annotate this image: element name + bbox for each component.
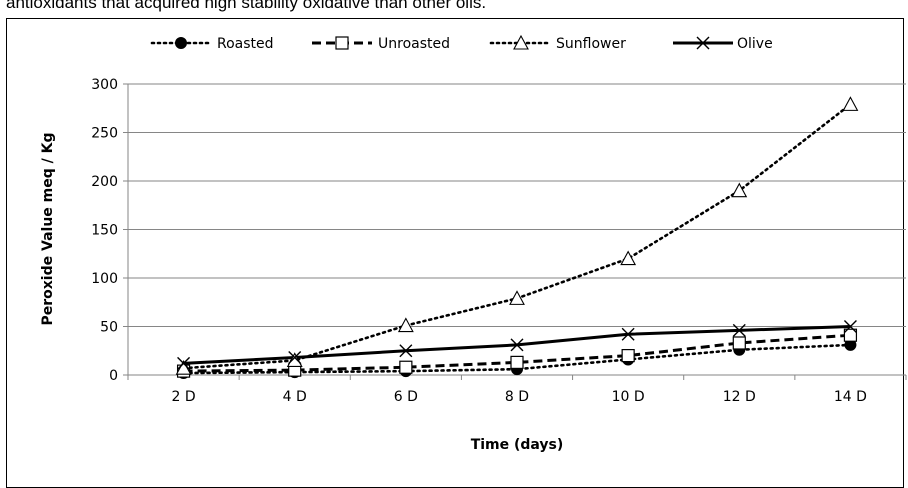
- x-tick-label: 6 D: [394, 389, 418, 405]
- legend-marker: [335, 36, 349, 50]
- data-point-olive: [177, 356, 191, 370]
- data-point-sunflower: [731, 182, 748, 198]
- legend: Roasted Unroasted Sunflower Olive: [150, 34, 773, 52]
- legend-label: Olive: [737, 36, 773, 52]
- x-tick-labels: 2 D 4 D 6 D 8 D 10 D 12 D 14 D: [172, 389, 867, 405]
- legend-item-olive: Olive: [673, 36, 773, 52]
- y-tick-label: 200: [91, 174, 118, 190]
- y-tick-label: 150: [91, 223, 118, 239]
- axes: [123, 83, 907, 380]
- legend-marker: [696, 36, 710, 50]
- data-point-olive: [732, 323, 746, 337]
- x-axis-title: Time (days): [471, 437, 564, 453]
- data-point-sunflower: [286, 352, 303, 368]
- y-tick-label: 300: [91, 77, 118, 93]
- data-point-olive: [843, 320, 857, 333]
- data-point-sunflower: [620, 250, 637, 266]
- x-tick-label: 4 D: [283, 389, 307, 405]
- legend-label: Sunflower: [556, 36, 626, 52]
- data-point-olive: [399, 344, 413, 358]
- gridlines: [128, 83, 906, 327]
- data-point-olive: [510, 338, 524, 352]
- x-tick-label: 8 D: [505, 389, 529, 405]
- caption-text: antioxidants that acquired high stabilit…: [6, 0, 487, 12]
- legend-label: Roasted: [217, 36, 274, 52]
- y-tick-labels: 0 50 100 150 200 250 300: [91, 77, 118, 384]
- data-point-unroasted: [621, 349, 635, 363]
- y-tick-label: 50: [100, 320, 118, 336]
- data-point-olive: [621, 327, 635, 341]
- data-point-olive: [288, 351, 302, 365]
- y-axis-title: Peroxide Value meq / Kg: [40, 133, 56, 326]
- legend-item-roasted: Roasted: [150, 36, 274, 52]
- legend-marker: [513, 34, 529, 50]
- x-tick-label: 2 D: [172, 389, 196, 405]
- data-point-sunflower: [509, 290, 525, 305]
- y-tick-label: 0: [109, 368, 118, 384]
- data-point-sunflower: [842, 96, 859, 111]
- data-point-unroasted: [510, 355, 524, 369]
- y-tick-label: 100: [91, 271, 118, 287]
- legend-item-sunflower: Sunflower: [489, 34, 626, 52]
- legend-item-unroasted: Unroasted: [312, 36, 450, 52]
- series-group: [175, 96, 859, 380]
- data-point-sunflower: [397, 317, 414, 333]
- y-tick-label: 250: [91, 126, 118, 142]
- x-tick-label: 14 D: [834, 389, 867, 405]
- x-tick-label: 10 D: [612, 389, 645, 405]
- data-point-unroasted: [732, 336, 746, 350]
- x-tick-label: 12 D: [723, 389, 756, 405]
- legend-marker: [175, 37, 187, 49]
- data-point-unroasted: [399, 360, 413, 374]
- data-point-unroasted: [843, 328, 858, 342]
- legend-label: Unroasted: [378, 36, 450, 52]
